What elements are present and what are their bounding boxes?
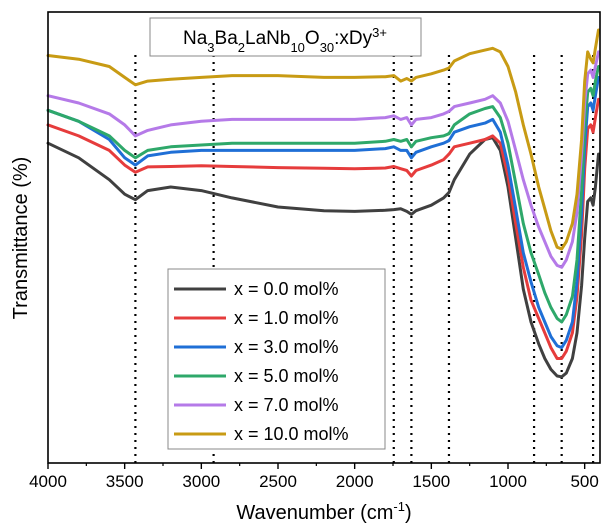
series-line-4	[46, 50, 600, 269]
series-line-1	[46, 97, 600, 360]
title-segment: 30	[320, 40, 334, 55]
legend-label: x = 0.0 mol%	[234, 279, 339, 299]
series-group	[46, 28, 600, 379]
y-axis-title: Transmittance (%)	[10, 157, 32, 320]
x-tick-label: 3500	[106, 472, 144, 491]
title-segment: 3+	[372, 25, 387, 40]
legend: x = 0.0 mol% x = 1.0 mol% x = 3.0 mol% x = …	[167, 268, 386, 450]
x-axis-title: Wavenumber (cm-1)	[236, 499, 411, 524]
plot-frame	[47, 11, 601, 464]
x-tick-label: 1500	[412, 472, 450, 491]
title-segment: O	[305, 28, 320, 49]
title-box	[149, 17, 422, 57]
series-line-2	[46, 75, 600, 350]
x-tick-label: 3000	[182, 472, 220, 491]
legend-label: x = 5.0 mol%	[234, 366, 339, 386]
x-tick-label: 500	[570, 472, 598, 491]
x-tick-label: 2000	[336, 472, 374, 491]
legend-label: x = 10.0 mol%	[234, 424, 349, 444]
title-segment: LaNb	[245, 28, 290, 49]
title-segment: 3	[207, 40, 214, 55]
series-line-5	[46, 28, 600, 251]
title-segment: 2	[238, 40, 245, 55]
title-segment: :xDy	[334, 28, 373, 49]
legend-label: x = 1.0 mol%	[234, 308, 339, 328]
series-line-3	[46, 65, 600, 324]
legend-label: x = 7.0 mol%	[234, 395, 339, 415]
x-axis: 4000 3500 3000 2500 2000 1500 1000 500	[29, 463, 599, 491]
legend-box	[167, 268, 386, 450]
series-line-0	[46, 136, 600, 379]
chart-title: Na3Ba2LaNb10O30:xDy3+	[149, 17, 422, 57]
title-segment: Ba	[215, 28, 239, 49]
x-tick-label: 2500	[259, 472, 297, 491]
x-tick-label: 4000	[29, 472, 67, 491]
legend-label: x = 3.0 mol%	[234, 337, 339, 357]
x-tick-label: 1000	[489, 472, 527, 491]
title-segment: 10	[290, 40, 304, 55]
title-segment: Na	[183, 28, 208, 49]
chart-title-text: Na3Ba2LaNb10O30:xDy3+	[183, 25, 387, 55]
